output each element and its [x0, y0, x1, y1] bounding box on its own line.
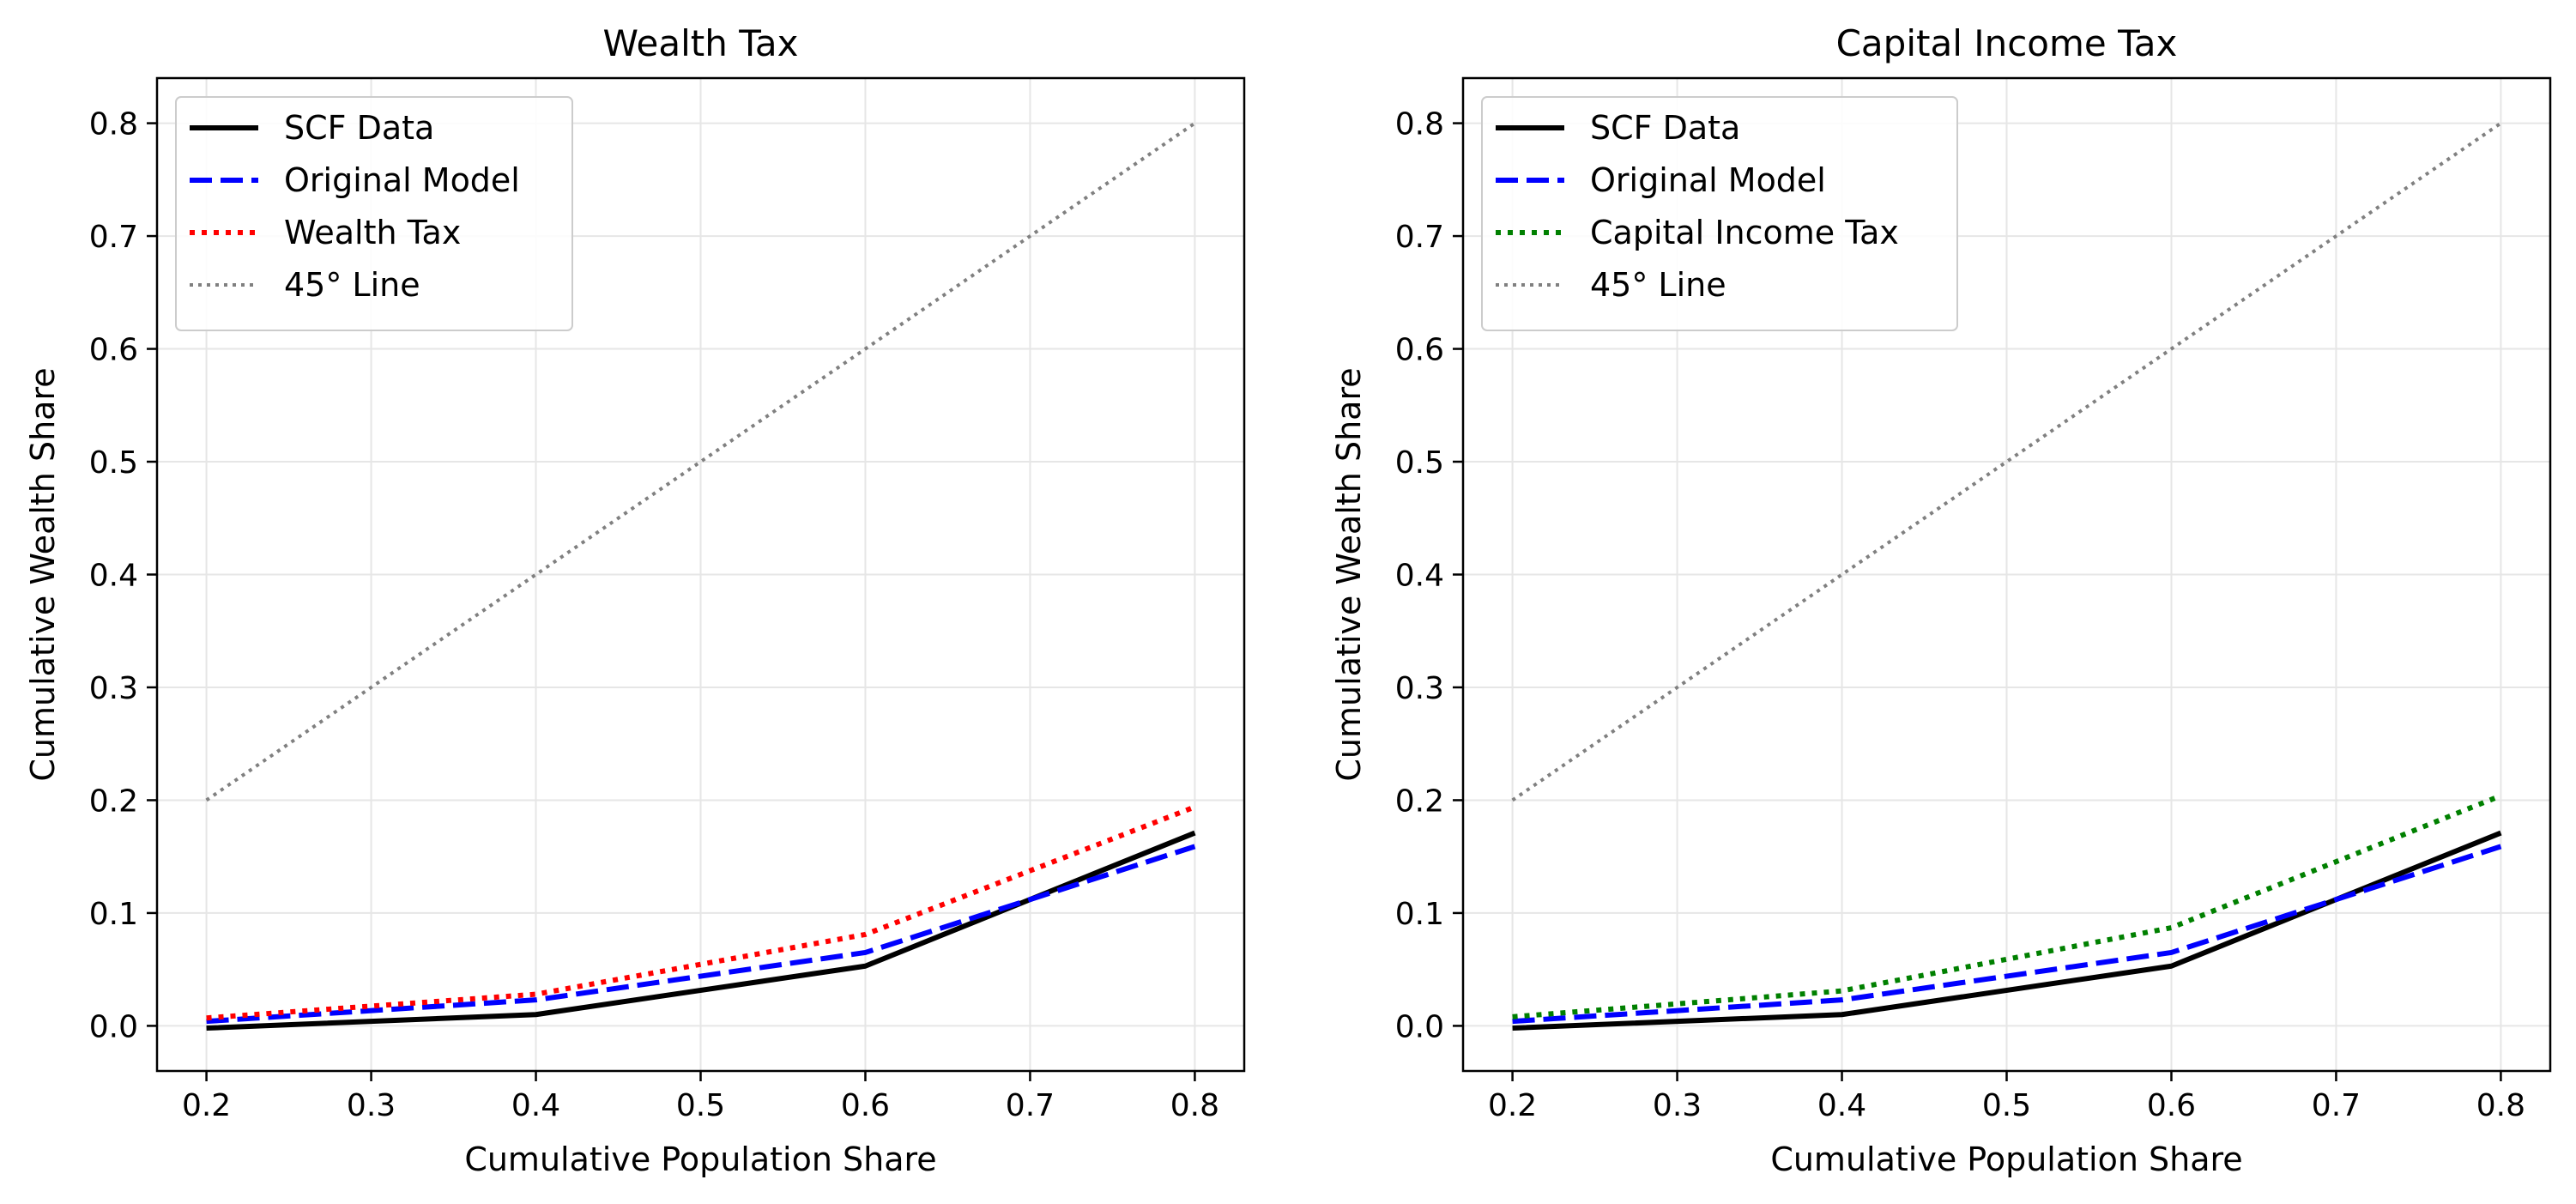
legend-label: 45° Line	[1590, 266, 1726, 304]
y-tick-label: 0.7	[1395, 220, 1444, 255]
y-tick-label: 0.6	[1395, 333, 1444, 368]
x-tick-label: 0.5	[676, 1088, 725, 1123]
y-tick-label: 0.4	[89, 559, 138, 594]
x-tick-label: 0.7	[2312, 1088, 2361, 1123]
x-tick-label: 0.4	[1817, 1088, 1866, 1123]
x-tick-label: 0.3	[347, 1088, 396, 1123]
y-tick-label: 0.2	[1395, 784, 1444, 819]
legend-box	[175, 96, 573, 331]
y-tick-label: 0.7	[89, 220, 138, 255]
y-tick-label: 0.4	[1395, 559, 1444, 594]
y-tick-label: 0.0	[1395, 1009, 1444, 1044]
x-tick-label: 0.6	[2147, 1088, 2196, 1123]
x-tick-label: 0.3	[1653, 1088, 1702, 1123]
x-tick-label: 0.8	[2476, 1088, 2525, 1123]
legend-label: Original Model	[1590, 161, 1826, 199]
chart-title: Capital Income Tax	[1836, 22, 2178, 64]
x-tick-label: 0.5	[1982, 1088, 2031, 1123]
x-tick-label: 0.7	[1006, 1088, 1055, 1123]
y-tick-label: 0.0	[89, 1009, 138, 1044]
y-tick-label: 0.1	[1395, 897, 1444, 932]
series-line-1	[1512, 844, 2502, 1025]
series-line-1	[206, 844, 1196, 1025]
chart-title: Wealth Tax	[602, 22, 798, 64]
x-axis-label: Cumulative Population Share	[1770, 1140, 2242, 1178]
legend-label: Wealth Tax	[284, 214, 461, 251]
y-tick-label: 0.2	[89, 784, 138, 819]
capital-income-tax-panel: 0.2 0.3 0.4 0.5 0.6 0.7 0.8 0.0 0.1 0.2 0.3 0.4 0.5 0…	[1330, 22, 2552, 1178]
legend: SCF Data Original Model Wealth Tax 45° Line	[175, 96, 573, 331]
x-tick-label: 0.2	[1488, 1088, 1537, 1123]
legend-box	[1481, 96, 1958, 331]
series-line-3	[1511, 121, 2502, 802]
y-tick-label: 0.1	[89, 897, 138, 932]
series-line-3	[205, 121, 1196, 802]
x-tick-label: 0.2	[182, 1088, 231, 1123]
legend: SCF Data Original Model Capital Income Tax…	[1481, 96, 1958, 331]
y-tick-label: 0.3	[1395, 671, 1444, 706]
y-tick-label: 0.3	[89, 671, 138, 706]
legend-label: SCF Data	[284, 109, 434, 147]
x-tick-label: 0.6	[841, 1088, 890, 1123]
y-tick-label: 0.6	[89, 333, 138, 368]
y-tick-label: 0.8	[89, 107, 138, 142]
series-line-2	[1512, 793, 2502, 1019]
y-tick-label: 0.5	[1395, 445, 1444, 481]
y-tick-label: 0.8	[1395, 107, 1444, 142]
y-axis-label: Cumulative Wealth Share	[1330, 367, 1368, 781]
series-line-2	[206, 804, 1196, 1021]
y-axis-label: Cumulative Wealth Share	[24, 367, 62, 781]
wealth-tax-panel: 0.2 0.3 0.4 0.5 0.6 0.7 0.8 0.0 0.1 0.2 0.3 0.4 0.5 0…	[24, 22, 1246, 1178]
legend-label: 45° Line	[284, 266, 420, 304]
legend-label: Capital Income Tax	[1590, 214, 1899, 251]
x-tick-label: 0.4	[511, 1088, 560, 1123]
legend-label: Original Model	[284, 161, 520, 199]
x-tick-label: 0.8	[1170, 1088, 1219, 1123]
y-tick-label: 0.5	[89, 445, 138, 481]
legend-label: SCF Data	[1590, 109, 1740, 147]
x-axis-label: Cumulative Population Share	[464, 1140, 936, 1178]
